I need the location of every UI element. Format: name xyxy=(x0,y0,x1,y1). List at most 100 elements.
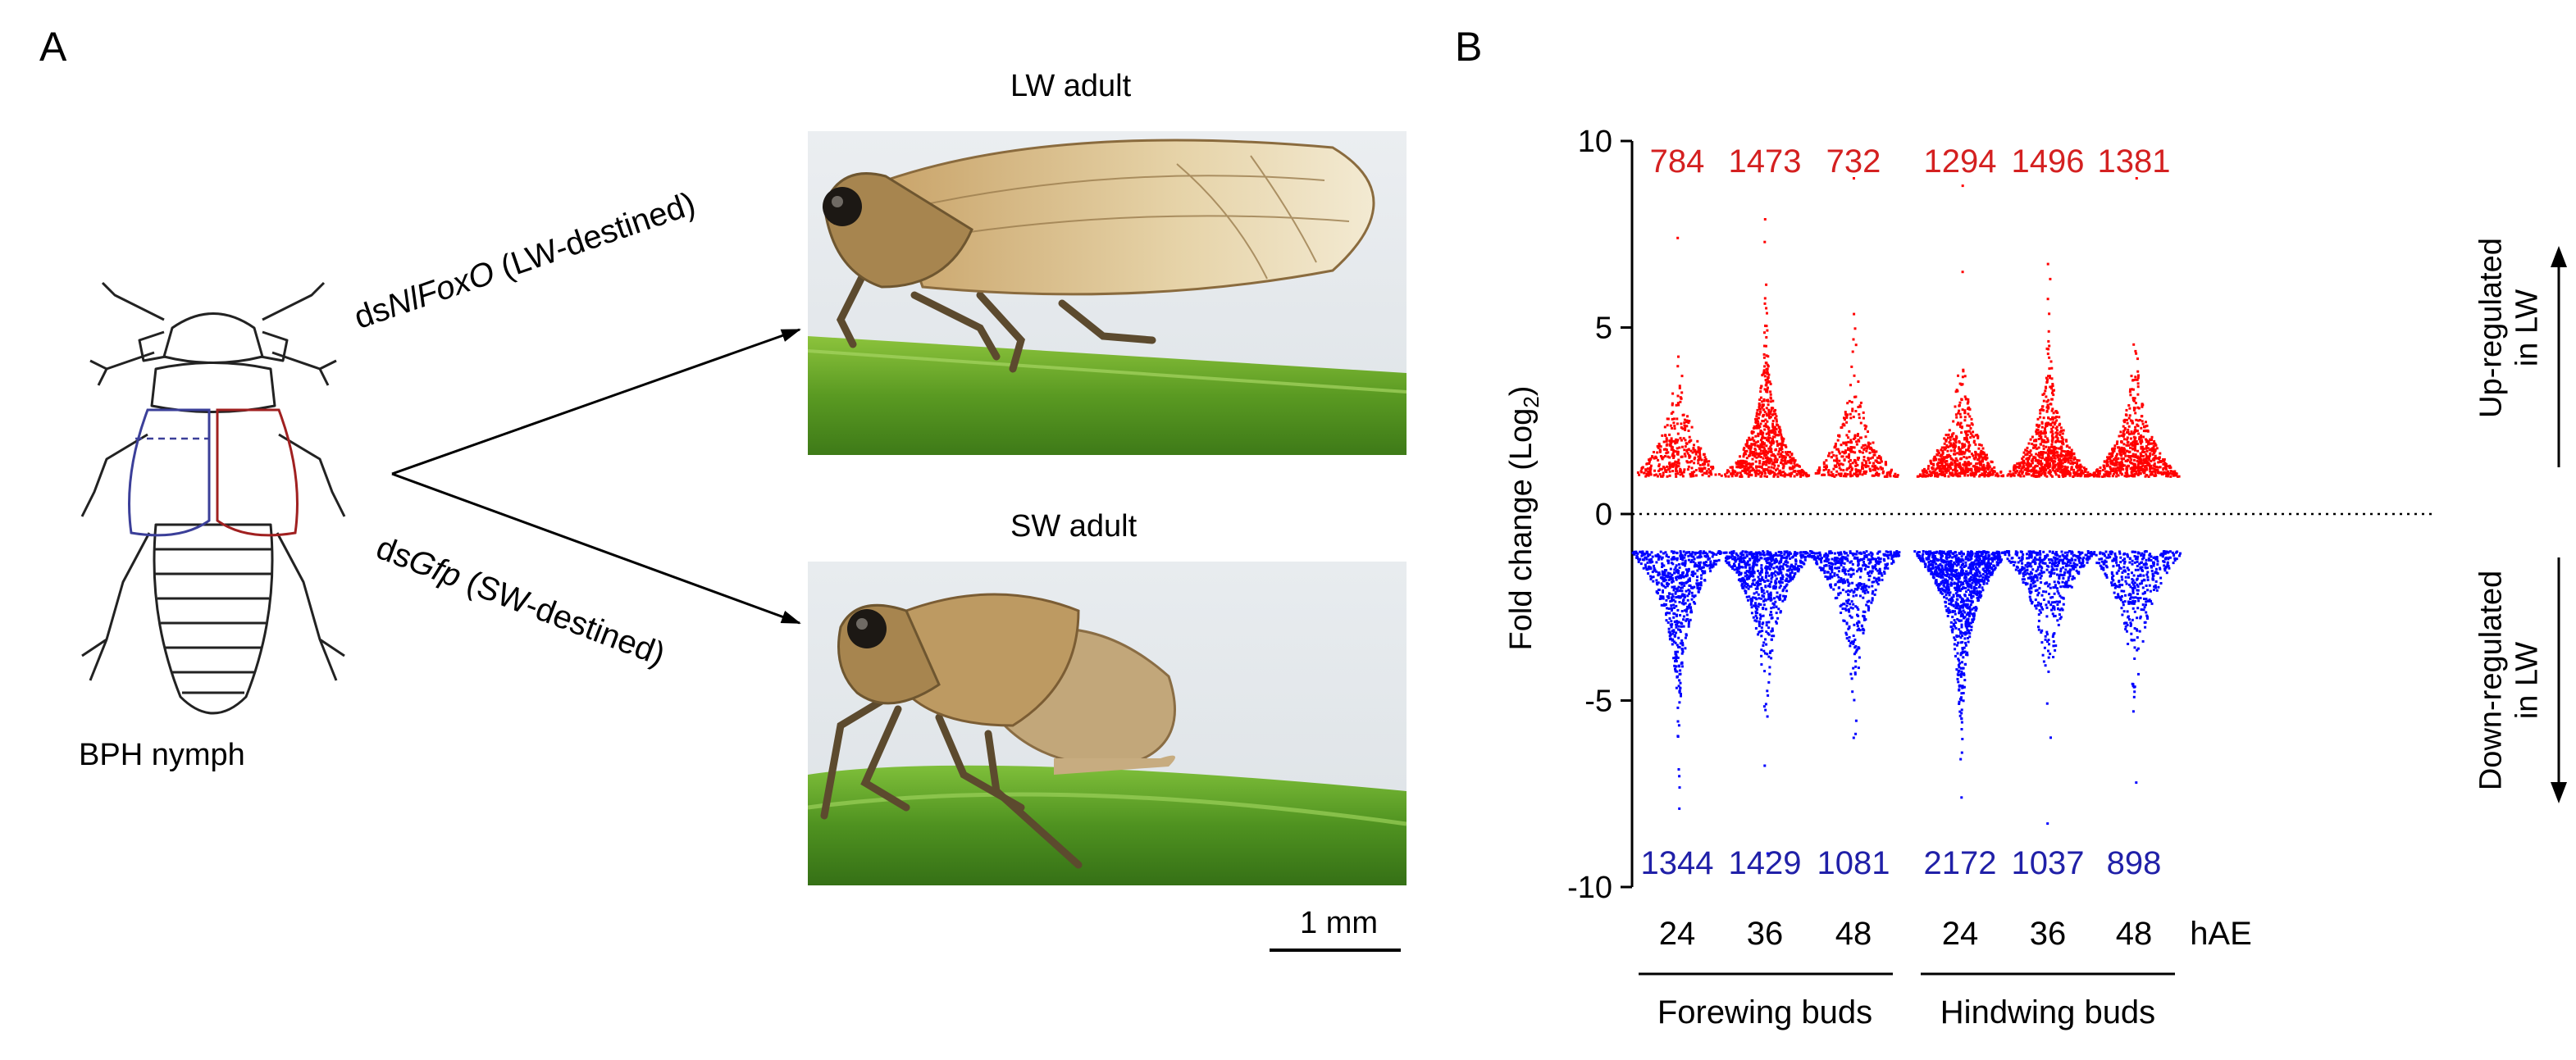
up-point xyxy=(1849,473,1852,476)
down-point xyxy=(1960,567,1963,571)
down-point xyxy=(1635,552,1638,555)
up-point xyxy=(1676,365,1680,368)
up-point xyxy=(1771,439,1773,443)
up-point xyxy=(1762,452,1765,455)
up-point xyxy=(1945,471,1948,474)
down-point xyxy=(1771,649,1774,653)
down-point xyxy=(1966,572,1969,575)
down-point xyxy=(1852,591,1855,594)
up-point xyxy=(1748,466,1751,469)
down-point xyxy=(1926,557,1929,561)
down-point xyxy=(1770,553,1773,556)
down-point xyxy=(1960,564,1963,567)
down-point xyxy=(1743,578,1746,581)
down-point xyxy=(1991,569,1995,572)
up-point xyxy=(1689,472,1692,475)
down-point xyxy=(1779,568,1782,571)
down-point xyxy=(1856,588,1859,591)
down-point xyxy=(1667,579,1671,581)
up-point xyxy=(1959,425,1962,429)
up-point xyxy=(1638,473,1641,476)
up-point xyxy=(1775,420,1778,423)
down-point xyxy=(1987,559,1990,562)
down-point xyxy=(1707,557,1711,560)
up-point xyxy=(1941,459,1945,462)
up-point xyxy=(1874,459,1877,462)
down-point xyxy=(1765,568,1768,571)
down-point xyxy=(1681,644,1685,647)
down-point xyxy=(1978,571,1981,575)
down-point xyxy=(1683,556,1686,559)
down-point xyxy=(1794,562,1798,566)
up-point xyxy=(1761,374,1764,377)
up-point xyxy=(1956,464,1959,466)
up-point xyxy=(1972,435,1976,439)
up-point xyxy=(1764,379,1767,382)
down-point xyxy=(1838,579,1841,582)
down-point xyxy=(1988,564,1991,567)
up-point xyxy=(1756,408,1759,412)
up-point xyxy=(1683,418,1686,421)
down-point xyxy=(1755,551,1758,554)
down-point xyxy=(1764,638,1767,641)
down-point xyxy=(1702,571,1705,575)
down-point xyxy=(1867,585,1871,589)
down-point xyxy=(1766,653,1769,656)
down-point xyxy=(1774,570,1777,573)
down-point xyxy=(1677,645,1680,648)
up-point xyxy=(1769,393,1772,396)
down-point xyxy=(1772,606,1776,609)
up-point xyxy=(1962,370,1965,373)
down-point xyxy=(1783,553,1786,556)
down-point xyxy=(1779,566,1781,570)
up-point xyxy=(1990,461,1994,464)
up-point xyxy=(1666,443,1669,446)
bph-nymph-label: BPH nymph xyxy=(79,738,245,772)
down-point xyxy=(1953,636,1956,639)
down-point xyxy=(1677,569,1680,572)
down-point xyxy=(1680,639,1684,642)
up-point xyxy=(1868,451,1872,454)
down-point xyxy=(1982,580,1986,584)
up-point xyxy=(1753,452,1757,455)
up-point xyxy=(1933,470,1936,473)
down-point xyxy=(1661,597,1664,600)
up-point xyxy=(1766,475,1768,478)
up-point xyxy=(1755,441,1758,444)
up-point xyxy=(1759,443,1762,446)
down-point xyxy=(1664,574,1667,577)
up-point xyxy=(1992,470,1995,473)
up-point xyxy=(1823,466,1826,468)
down-point xyxy=(1963,603,1967,607)
down-point xyxy=(1958,609,1962,612)
down-point xyxy=(1685,568,1688,571)
up-point xyxy=(1843,424,1846,427)
up-point xyxy=(1762,457,1765,460)
up-point xyxy=(1930,471,1933,475)
up-point xyxy=(1967,398,1970,401)
down-point xyxy=(1959,615,1963,618)
down-point xyxy=(1657,573,1661,576)
up-point xyxy=(1760,384,1763,388)
up-point xyxy=(1673,462,1676,465)
up-point xyxy=(1666,417,1670,421)
up-point xyxy=(1776,434,1780,437)
down-point xyxy=(1847,573,1850,576)
up-point xyxy=(1925,471,1927,474)
down-point xyxy=(1633,553,1636,556)
down-point xyxy=(1878,550,1881,553)
down-point xyxy=(1861,625,1863,628)
up-point xyxy=(1952,445,1955,448)
down-point xyxy=(1858,656,1861,659)
up-point xyxy=(1867,458,1870,462)
down-point xyxy=(1684,553,1687,557)
up-point xyxy=(1676,447,1679,450)
up-point xyxy=(1945,444,1949,447)
up-point xyxy=(1967,461,1970,463)
down-point xyxy=(1954,554,1957,557)
down-point xyxy=(1961,651,1964,653)
down-point xyxy=(1771,602,1775,605)
up-point xyxy=(2028,451,2031,454)
down-point xyxy=(1981,553,1984,556)
up-point xyxy=(1981,459,1984,462)
